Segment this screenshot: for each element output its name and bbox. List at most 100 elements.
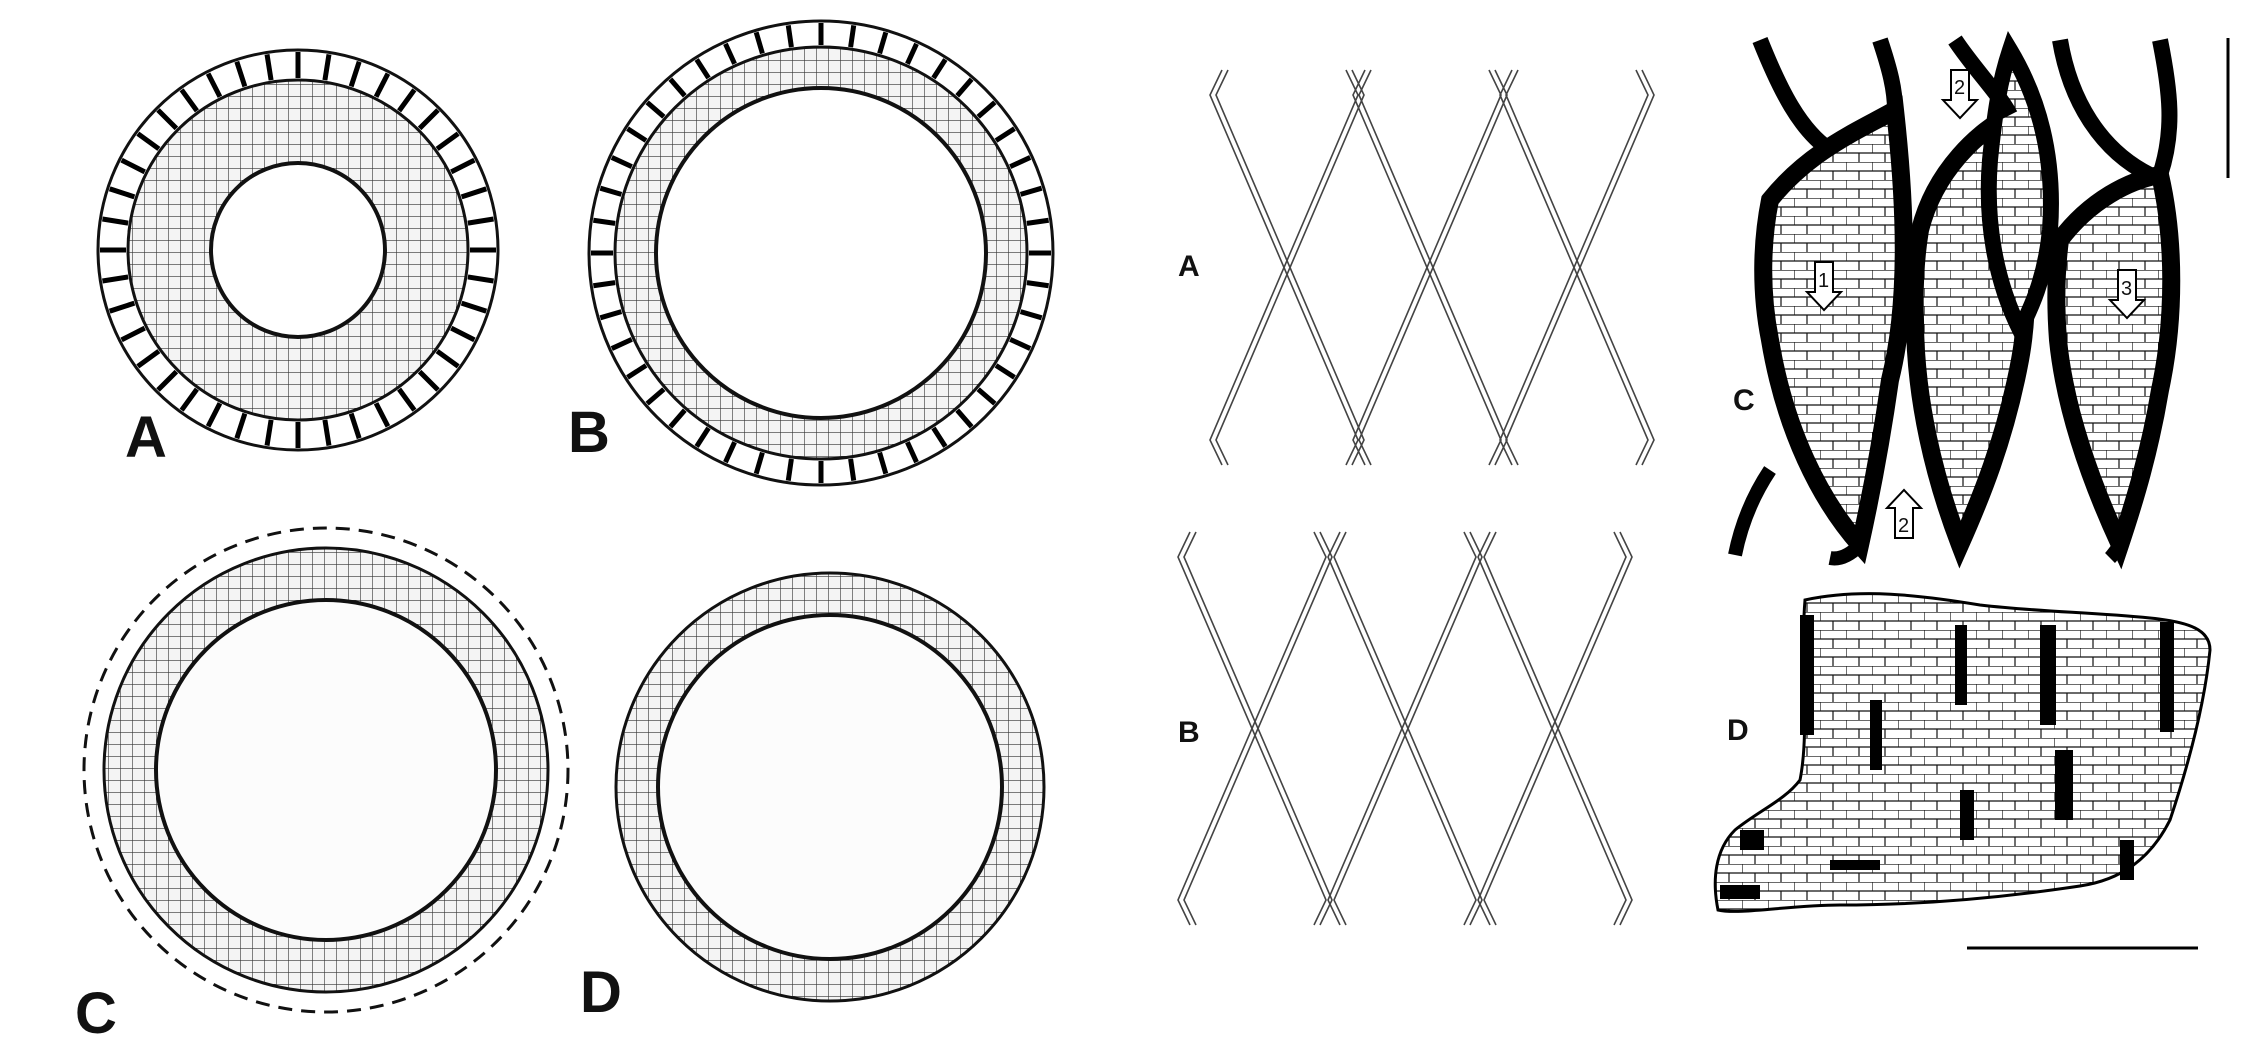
ring-block-tick [877,31,889,55]
right-panel-d: D [1713,592,2212,950]
ring-block-tick [417,108,440,131]
cell-lens-3 [2047,164,2181,570]
ring-block-tick [1026,217,1050,226]
ring-block-tick [467,274,494,284]
ring-block-tick [976,387,997,406]
ring-block-tick [694,58,711,80]
ring-block-tick [848,24,857,48]
ring-block-tick [785,24,794,48]
right-figure: 1 2 3 2 C [1713,30,2238,950]
lattice-strand [1483,531,1559,926]
ring-block-tick [450,325,476,343]
ring-block-tick [1009,337,1032,351]
ring-block-tick [694,426,711,448]
ring-block-tick [610,337,633,351]
ring-block-tick [1019,185,1043,197]
svg-text:1: 1 [1818,270,1829,292]
ring-block-tick [994,363,1016,380]
ring-block-tick [264,54,274,81]
panel-label: A [125,405,167,470]
marker-3: 3 [2107,269,2147,320]
left-panel-d: D [580,571,1046,1025]
ring-block-tick [592,280,616,289]
left-panel-a: A [96,48,500,470]
ring-block-tick [599,185,623,197]
ring-block-tick [397,387,417,412]
lattice-strand [1333,531,1409,926]
ring-block-tick [599,309,623,321]
ring-block-tick [994,126,1016,143]
ring-block-tick [645,100,666,119]
panel-label: C [75,981,117,1046]
lattice-strand [1209,69,1285,466]
ring-block-tick [931,426,948,448]
ring-block-tick [205,72,223,98]
ring-block-tick [179,88,199,113]
ring-block-tick [467,216,494,226]
ring-block-tick [373,72,391,98]
ring-block-tick [348,412,362,440]
left-panel-c: C [75,526,570,1046]
lattice-strand [1257,531,1333,926]
lattice-strand [1215,69,1291,466]
lattice-strand [1401,531,1477,926]
ring-block-tick [955,77,974,98]
ring-block-tick [156,108,179,131]
lattice-strand [1251,531,1327,926]
ring-block-tick [626,126,648,143]
ring-block-tick [592,217,616,226]
lattice-strand [1358,69,1434,466]
cell-lens-1 [1754,95,1913,565]
lattice-strand [1283,69,1359,466]
ring-block-tick [610,155,633,169]
lattice-strand [1426,69,1502,466]
panel-label: B [1178,716,1200,749]
ring-block-tick [120,325,146,343]
ring-block-tick [1009,155,1032,169]
ring-block-tick [102,274,129,284]
panel-label: D [1727,714,1749,747]
lattice-a [1209,69,1655,466]
ring-block-tick [931,58,948,80]
ring-block-tick [179,387,199,412]
ring-block-tick [234,412,248,440]
lattice-strand [1579,69,1655,466]
ring-block-tick [322,419,332,446]
ring-block-tick [373,402,391,428]
lattice-strand [1499,69,1575,466]
ring-block-tick [417,369,440,392]
outer-blocks-b [591,23,1051,483]
lattice-strand [1557,531,1633,926]
cell-block [1713,592,2212,913]
panel-label: A [1178,250,1200,283]
ring-block-tick [753,31,765,55]
ring-block-tick [136,349,161,369]
ring-block-tick [668,408,687,429]
left-panel-b: B [568,19,1055,487]
ring-block-tick [108,300,136,314]
ring-block-tick [626,363,648,380]
ring-block-tick [234,60,248,88]
ring-block-tick [905,441,919,464]
ring-block-tick [1026,280,1050,289]
marker-2-top: 2 [1940,69,1980,120]
right-panel-c: 1 2 3 2 C [1728,30,2238,570]
outer-blocks-a [100,52,496,448]
svg-text:3: 3 [2121,278,2132,300]
lattice-strand [1573,69,1649,466]
cell-lens-top [1980,30,2059,348]
lattice-strand [1505,69,1581,466]
ring-block-tick [905,42,919,65]
ring-block-tick [460,186,488,200]
ring-block-tick [264,419,274,446]
ring-block-tick [205,402,223,428]
svg-text:2: 2 [1954,77,1965,99]
ring-block-tick [645,387,666,406]
panel-label: C [1733,384,1755,417]
ring-block-tick [877,451,889,475]
ring-block-tick [136,131,161,151]
ring-block-tick [435,349,460,369]
lattice-strand [1407,531,1483,926]
lattice-strand [1432,69,1508,466]
